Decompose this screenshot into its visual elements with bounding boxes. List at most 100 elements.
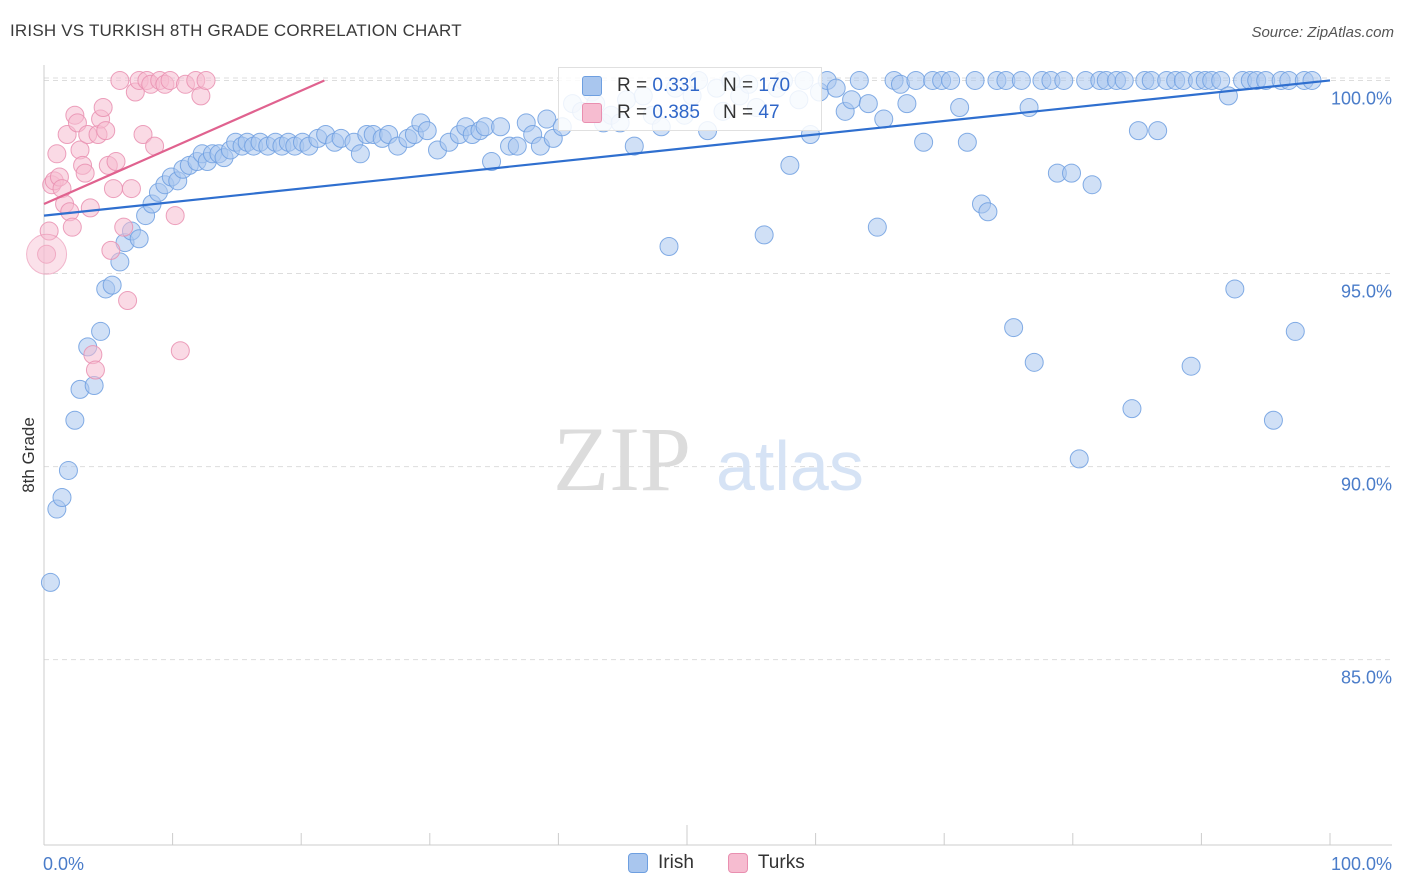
source-label: Source: ZipAtlas.com: [1251, 24, 1394, 41]
irish-point: [350, 144, 370, 164]
turks-point: [52, 179, 72, 199]
turks-point: [101, 240, 121, 260]
irish-point: [537, 109, 557, 129]
irish-point: [1114, 70, 1134, 90]
irish-point: [1263, 410, 1283, 430]
irish-point: [978, 202, 998, 222]
x-tick-label: 0.0%: [43, 854, 84, 874]
trend-lines: [43, 79, 1331, 217]
irish-point: [1285, 321, 1305, 341]
irish-point: [659, 236, 679, 256]
turks-point: [80, 198, 100, 218]
irish-point: [40, 572, 60, 592]
irish-point: [950, 97, 970, 117]
chart-title: IRISH VS TURKISH 8TH GRADE CORRELATION C…: [10, 21, 462, 40]
y-axis-label: 8th Grade: [19, 417, 38, 493]
irish-point: [1011, 70, 1031, 90]
turks-point: [93, 97, 113, 117]
turks-point: [110, 70, 130, 90]
irish-point: [1069, 449, 1089, 469]
r-label: R =: [617, 102, 648, 123]
turks-legend-swatch: [727, 853, 748, 873]
turks-point: [114, 217, 134, 237]
legend-item-irish[interactable]: Irish: [628, 852, 694, 874]
y-tick-label: 90.0%: [1341, 475, 1392, 495]
turks-point: [75, 163, 95, 183]
irish-point: [858, 94, 878, 114]
irish-point: [491, 117, 511, 137]
irish-point: [65, 410, 85, 430]
watermark: ZIP atlas: [553, 408, 864, 510]
irish-point: [482, 152, 502, 172]
irish-point: [1148, 121, 1168, 141]
irish-point: [1062, 163, 1082, 183]
axes: [43, 65, 1392, 846]
irish-point: [1122, 399, 1142, 419]
n-label: N =: [723, 75, 754, 96]
irish-point: [941, 70, 961, 90]
turks-trend-line: [43, 79, 325, 206]
turks-point: [85, 360, 105, 380]
legend-label-turks: Turks: [757, 852, 805, 873]
stats-box: R = 0.331 N = 170 R = 0.385 N = 47: [558, 67, 822, 131]
irish-point: [874, 109, 894, 129]
irish-point: [897, 94, 917, 114]
legend-item-turks[interactable]: Turks: [727, 852, 805, 874]
legend: Irish Turks: [628, 852, 805, 874]
irish-point: [52, 487, 72, 507]
turks-point: [121, 179, 141, 199]
r-label: R =: [617, 75, 648, 96]
irish-point: [507, 136, 527, 156]
irish-point: [849, 70, 869, 90]
irish-point: [826, 78, 846, 98]
turks-point: [133, 125, 153, 145]
irish-legend-swatch: [628, 853, 648, 873]
irish-point: [1054, 70, 1074, 90]
turks-point: [196, 70, 216, 90]
irish-swatch: [582, 76, 602, 96]
irish-point: [1225, 279, 1245, 299]
irish-point: [102, 275, 122, 295]
y-tick-label: 95.0%: [1341, 282, 1392, 302]
irish-point: [624, 136, 644, 156]
irish-point: [91, 321, 111, 341]
n-value-irish: 170: [758, 75, 791, 96]
x-tick-label: 100.0%: [1331, 854, 1392, 874]
turks-point: [103, 179, 123, 199]
irish-point: [906, 70, 926, 90]
turks-point: [96, 121, 116, 141]
y-tick-label: 85.0%: [1341, 668, 1392, 688]
n-value-turks: 47: [758, 102, 780, 123]
turks-point: [47, 144, 67, 164]
tick-labels: 85.0% 90.0% 95.0% 100.0% 0.0% 100.0% 8th Grade: [19, 88, 1392, 874]
irish-point: [965, 70, 985, 90]
y-tick-label: 100.0%: [1331, 88, 1392, 108]
irish-point: [1181, 356, 1201, 376]
turks-point: [118, 291, 138, 311]
irish-point: [1082, 175, 1102, 195]
r-value-turks: 0.385: [652, 102, 700, 123]
turks-point: [165, 206, 185, 226]
r-value-irish: 0.331: [652, 75, 700, 96]
irish-point: [754, 225, 774, 245]
legend-label-irish: Irish: [658, 852, 694, 873]
irish-point: [867, 217, 887, 237]
turks-swatch: [582, 103, 602, 123]
watermark-atlas: atlas: [716, 427, 864, 505]
irish-point: [58, 460, 78, 480]
irish-point: [417, 121, 437, 141]
irish-point: [780, 155, 800, 175]
turks-point: [26, 233, 68, 275]
irish-point: [914, 132, 934, 152]
irish-point: [1128, 121, 1148, 141]
turks-point: [106, 152, 126, 172]
irish-point: [1024, 352, 1044, 372]
irish-point: [842, 90, 862, 110]
turks-point: [37, 244, 57, 264]
turks-point: [170, 341, 190, 361]
irish-trend-line: [43, 79, 1331, 217]
turks-point: [83, 345, 103, 365]
irish-point: [957, 132, 977, 152]
irish-point: [1004, 318, 1024, 338]
